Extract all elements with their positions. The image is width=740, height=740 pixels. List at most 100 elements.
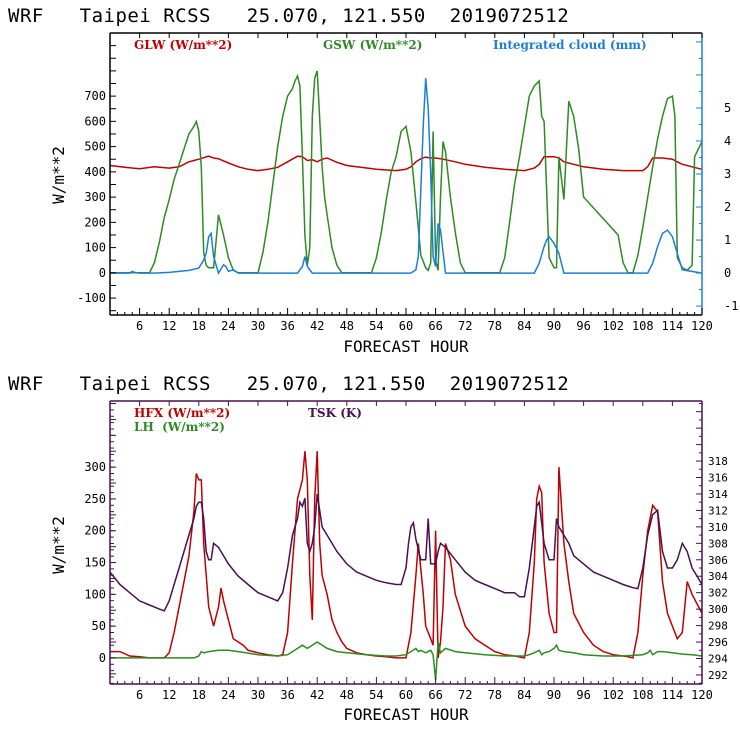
- y-tick-label: 700: [84, 89, 106, 103]
- y2-tick-label: 4: [724, 134, 731, 148]
- panel-1: WRF Taipei RCSS 25.070, 121.550 20190725…: [8, 5, 738, 356]
- panel-2-xlabel: FORECAST HOUR: [343, 705, 469, 724]
- y2-tick-label: 308: [708, 537, 728, 550]
- y2-tick-label: 5: [724, 101, 731, 115]
- x-tick-label: 54: [369, 319, 383, 333]
- y-tick-label: 250: [84, 492, 106, 506]
- x-tick-label: 102: [602, 319, 624, 333]
- panel-1-xlabel: FORECAST HOUR: [343, 337, 469, 356]
- x-tick-label: 90: [547, 688, 561, 702]
- y2-tick-label: 296: [708, 636, 728, 649]
- y2-tick-label: 298: [708, 620, 728, 633]
- y-tick-label: 200: [84, 524, 106, 538]
- y2-tick-label: 304: [708, 570, 728, 583]
- y-tick-label: 300: [84, 190, 106, 204]
- x-tick-label: 12: [162, 319, 176, 333]
- y2-tick-label: -1: [724, 299, 738, 313]
- x-tick-label: 48: [340, 688, 354, 702]
- x-tick-label: 36: [280, 319, 294, 333]
- x-tick-label: 78: [488, 688, 502, 702]
- x-tick-label: 96: [576, 688, 590, 702]
- legend-lh: LH (W/m**2): [134, 420, 225, 434]
- x-tick-label: 90: [547, 319, 561, 333]
- x-tick-label: 78: [488, 319, 502, 333]
- y-tick-label: -100: [77, 291, 106, 305]
- y-tick-label: 0: [99, 266, 106, 280]
- x-tick-label: 6: [136, 688, 143, 702]
- y2-tick-label: 0: [724, 266, 731, 280]
- panel-2-plot: 6 12 18 24 30 36 42 48 54 60 66 72 78 84 90 96 102 108 114…: [84, 400, 728, 702]
- panel-2-ylabel: W/m**2: [49, 516, 68, 574]
- y-tick-label: 400: [84, 165, 106, 179]
- y-tick-label: 50: [92, 619, 106, 633]
- y2-tick-label: 292: [708, 669, 728, 682]
- x-tick-label: 18: [192, 319, 206, 333]
- y2-tick-label: 1: [724, 233, 731, 247]
- x-tick-label: 24: [221, 688, 235, 702]
- x-tick-label: 66: [428, 319, 442, 333]
- x-tick-label: 108: [632, 319, 654, 333]
- panel-1-plot: 6 12 18 24 30 36 42 48 54 60 66 72 78 84 90 96 102 108 114…: [77, 32, 738, 333]
- x-tick-label: 54: [369, 688, 383, 702]
- y2-tick-label: 302: [708, 587, 728, 600]
- x-tick-label: 24: [221, 319, 235, 333]
- y2-tick-label: 294: [708, 652, 728, 665]
- x-tick-label: 18: [192, 688, 206, 702]
- x-tick-label: 84: [517, 688, 531, 702]
- y-tick-label: 100: [84, 241, 106, 255]
- legend-glw: GLW (W/m**2): [134, 38, 232, 52]
- x-tick-label: 6: [136, 319, 143, 333]
- panel-1-title: WRF Taipei RCSS 25.070, 121.550 20190725…: [8, 5, 569, 27]
- x-tick-label: 108: [632, 688, 654, 702]
- y-tick-label: 0: [99, 651, 106, 665]
- series-line-lh: [110, 641, 703, 681]
- x-tick-label: 42: [310, 688, 324, 702]
- series-line-gsw: [110, 70, 703, 274]
- x-tick-label: 114: [662, 319, 684, 333]
- legend-hfx: HFX (W/m**2): [134, 406, 230, 420]
- x-tick-label: 120: [691, 319, 713, 333]
- y2-tick-label: 2: [724, 200, 731, 214]
- x-tick-label: 120: [691, 688, 713, 702]
- x-tick-label: 102: [602, 688, 624, 702]
- series-line-tsk: [109, 493, 703, 612]
- y2-tick-label: 3: [724, 167, 731, 181]
- y2-tick-label: 318: [708, 455, 728, 468]
- panel-1-ylabel: W/m**2: [49, 146, 68, 204]
- y2-tick-label: 316: [708, 472, 728, 485]
- x-tick-label: 60: [399, 688, 413, 702]
- y2-tick-label: 310: [708, 521, 728, 534]
- x-tick-label: 60: [399, 319, 413, 333]
- x-tick-label: 72: [458, 319, 472, 333]
- x-tick-label: 66: [428, 688, 442, 702]
- y-tick-label: 150: [84, 556, 106, 570]
- x-tick-label: 84: [517, 319, 531, 333]
- x-tick-label: 96: [576, 319, 590, 333]
- x-tick-label: 72: [458, 688, 472, 702]
- series-line-integrated: [110, 78, 703, 275]
- y2-tick-label: 312: [708, 504, 728, 517]
- panel-2: WRF Taipei RCSS 25.070, 121.550 20190725…: [8, 373, 728, 724]
- y-tick-label: 600: [84, 114, 106, 128]
- series-line-glw: [109, 155, 703, 172]
- y-tick-label: 100: [84, 587, 106, 601]
- x-tick-label: 12: [162, 688, 176, 702]
- x-tick-label: 114: [662, 688, 684, 702]
- legend-gsw: GSW (W/m**2): [323, 38, 422, 52]
- y2-tick-label: 314: [708, 488, 728, 501]
- panel-2-title: WRF Taipei RCSS 25.070, 121.550 20190725…: [8, 373, 569, 395]
- y2-tick-label: 300: [708, 603, 728, 616]
- legend-integrated-cloud: Integrated cloud (mm): [493, 38, 647, 52]
- x-tick-label: 48: [340, 319, 354, 333]
- x-tick-label: 30: [251, 688, 265, 702]
- y-tick-label: 500: [84, 140, 106, 154]
- legend-tsk: TSK (K): [308, 406, 362, 420]
- y-tick-label: 300: [84, 460, 106, 474]
- y2-tick-label: 306: [708, 554, 728, 567]
- x-tick-label: 42: [310, 319, 324, 333]
- y-tick-label: 200: [84, 215, 106, 229]
- x-tick-label: 30: [251, 319, 265, 333]
- x-tick-label: 36: [280, 688, 294, 702]
- series-line-hfx: [110, 451, 703, 659]
